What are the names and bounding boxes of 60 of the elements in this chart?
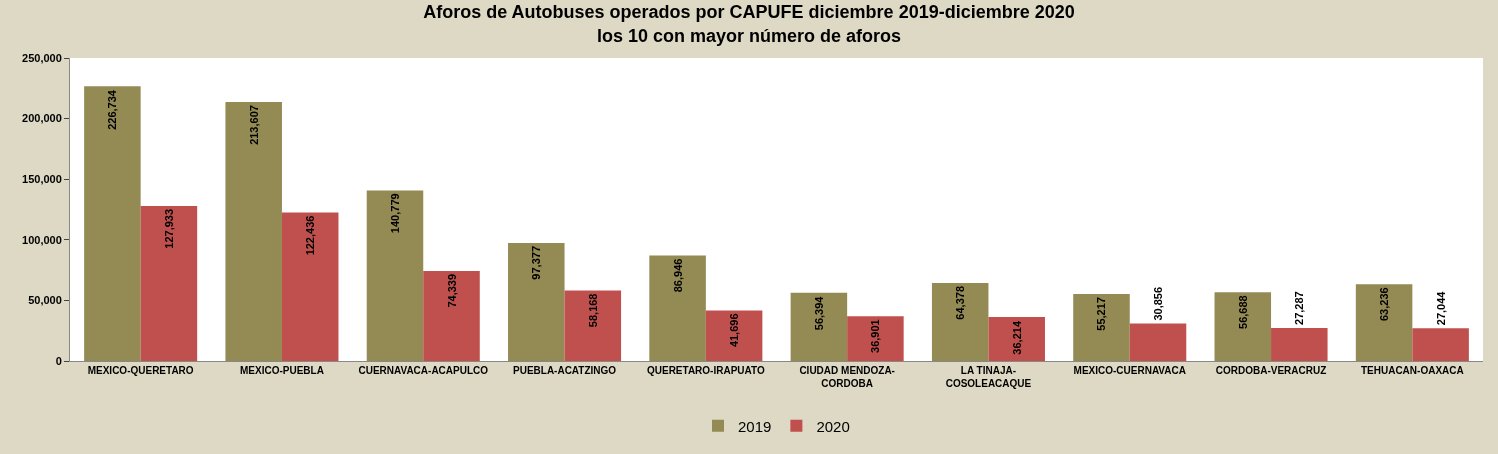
bar — [931, 282, 989, 361]
bar — [1129, 323, 1187, 361]
bar — [1271, 327, 1328, 361]
bar — [790, 292, 848, 361]
bar — [140, 205, 198, 361]
x-tick-label: CIUDAD MENDOZA-CORDOBA — [799, 365, 895, 389]
data-label: 127,933 — [162, 208, 175, 249]
data-label: 27,044 — [1434, 290, 1447, 326]
chart-subtitle: los 10 con mayor número de aforos — [596, 25, 902, 46]
bar — [84, 86, 141, 361]
data-label: 86,946 — [671, 258, 684, 293]
data-label: 55,217 — [1095, 297, 1108, 331]
bar — [281, 212, 339, 361]
data-label: 36,214 — [1010, 320, 1023, 355]
bar — [423, 270, 480, 361]
x-tick-label: MEXICO-QUERETARO — [87, 365, 194, 376]
y-tick-label: 250,000 — [22, 51, 62, 64]
bar — [705, 310, 763, 361]
x-tick-label: LA TINAJA-COSOLEACAQUE — [945, 365, 1032, 389]
legend-label: 2020 — [816, 417, 850, 435]
x-tick-label: CUERNAVACA-ACAPULCO — [358, 365, 489, 376]
bar — [847, 316, 904, 361]
data-label: 56,688 — [1236, 295, 1249, 329]
data-label: 97,377 — [530, 245, 543, 280]
bar — [366, 190, 424, 361]
y-tick-label: 150,000 — [22, 173, 62, 186]
y-tick-label: 100,000 — [22, 233, 62, 246]
x-tick-label: MEXICO-CUERNAVACA — [1073, 365, 1186, 376]
bar — [1214, 292, 1272, 361]
data-label: 140,779 — [388, 193, 401, 234]
legend-label: 2019 — [738, 417, 772, 435]
data-label: 30,856 — [1152, 286, 1165, 321]
data-label: 36,901 — [869, 319, 882, 353]
data-label: 63,236 — [1378, 287, 1391, 322]
x-tick-label: TEHUACAN-OAXACA — [1360, 365, 1464, 376]
bar — [1412, 328, 1469, 361]
bar — [649, 255, 706, 361]
bar — [1073, 294, 1130, 361]
data-label: 64,378 — [954, 285, 967, 320]
x-tick-label: CORDOBA-VERACRUZ — [1215, 365, 1327, 376]
data-label: 58,168 — [586, 293, 599, 328]
bar — [988, 317, 1045, 361]
bar — [1355, 284, 1413, 361]
x-tick-label: PUEBLA-ACATZINGO — [512, 365, 617, 376]
bar — [564, 290, 622, 361]
bar — [225, 102, 282, 361]
data-label: 27,287 — [1293, 291, 1306, 325]
data-label: 122,436 — [304, 215, 317, 256]
y-tick-label: 50,000 — [28, 294, 62, 307]
x-tick-label: MEXICO-PUEBLA — [240, 365, 324, 376]
data-label: 226,734 — [106, 89, 119, 130]
y-tick-label: 200,000 — [22, 112, 62, 125]
data-label: 41,696 — [728, 313, 741, 348]
x-tick-label: QUERETARO-IRAPUATO — [646, 365, 765, 376]
bar — [508, 242, 565, 361]
y-tick-label: 0 — [55, 354, 62, 367]
chart-title: Aforos de Autobuses operados por CAPUFE diciembre 2019-diciembre 2020 — [423, 2, 1075, 23]
data-label: 56,394 — [812, 295, 825, 331]
data-label: 213,607 — [247, 105, 260, 145]
data-label: 74,339 — [445, 273, 458, 308]
